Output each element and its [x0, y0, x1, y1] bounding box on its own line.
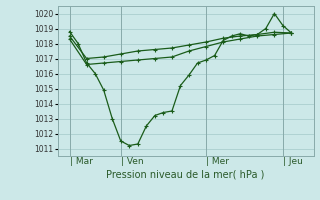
- X-axis label: Pression niveau de la mer( hPa ): Pression niveau de la mer( hPa ): [107, 169, 265, 179]
